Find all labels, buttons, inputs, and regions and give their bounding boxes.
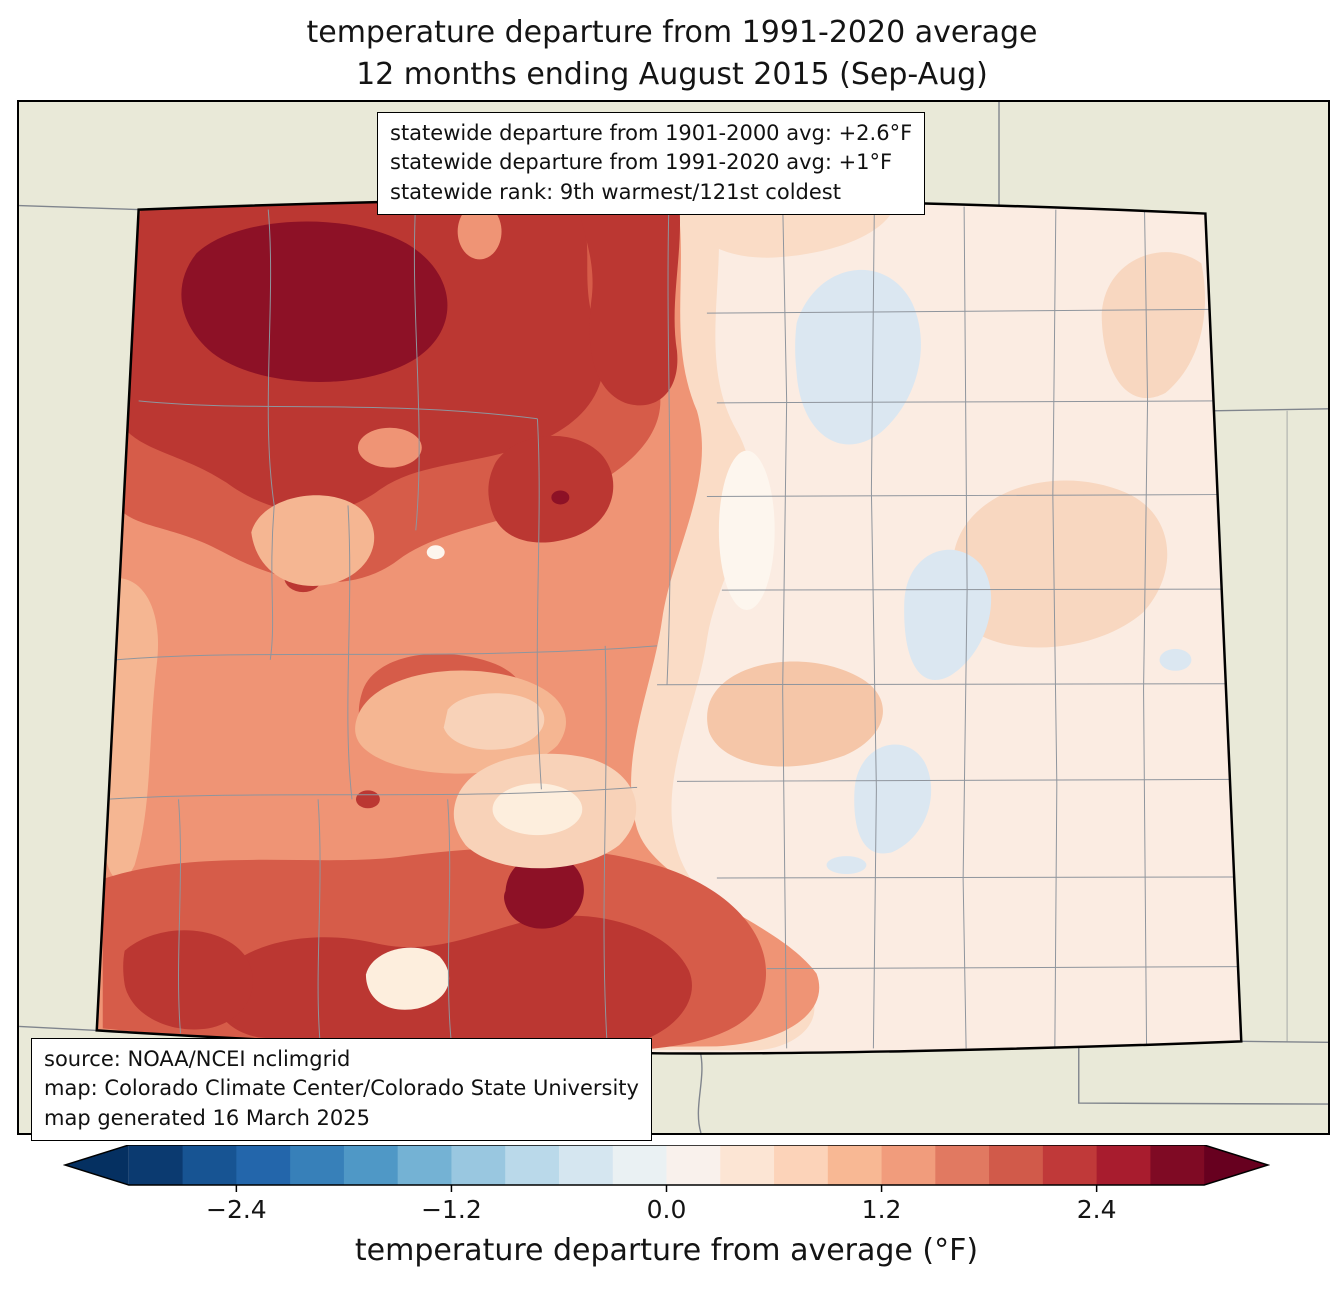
contour-salmon-patch-top bbox=[457, 203, 502, 260]
county-line bbox=[138, 400, 538, 420]
colorbar-left-arrow bbox=[64, 1145, 129, 1185]
colorbar-area: −2.4 −1.2 0.0 1.2 2.4 temperature depart… bbox=[63, 1145, 1270, 1268]
county-line bbox=[269, 505, 275, 660]
contour-dark-red-spot-b bbox=[355, 790, 380, 809]
county-line bbox=[962, 206, 968, 1049]
county-line bbox=[870, 201, 877, 1049]
contour-blue-patch-a bbox=[795, 269, 921, 445]
county-line bbox=[666, 199, 671, 685]
contour-near-white-column bbox=[718, 450, 775, 611]
map-credit-line: map: Colorado Climate Center/Colorado St… bbox=[44, 1076, 639, 1101]
contour-dark-red-north-lobe bbox=[577, 198, 681, 406]
nebraska-kansas-border bbox=[1212, 408, 1328, 412]
title-line-2: 12 months ending August 2015 (Sep-Aug) bbox=[356, 57, 988, 92]
contour-peach-core-center bbox=[443, 693, 545, 750]
title-line-1: temperature departure from 1991-2020 ave… bbox=[306, 15, 1038, 50]
colorbar-right-arrow bbox=[1204, 1145, 1269, 1185]
tick-label-neg2p4: −2.4 bbox=[206, 1195, 267, 1224]
contour-east-peach-central bbox=[947, 480, 1168, 648]
colorbar-label: temperature departure from average (°F) bbox=[354, 1233, 979, 1268]
colorado-temperature-map bbox=[19, 102, 1328, 1133]
source-box: source: NOAA/NCEI nclimgrid map: Colorad… bbox=[31, 1038, 652, 1142]
contour-light-patch-a bbox=[251, 495, 375, 586]
contour-cream-blob bbox=[365, 947, 450, 1010]
county-line bbox=[716, 876, 1242, 879]
colorbar-ticks bbox=[235, 1185, 1098, 1192]
figure-title: temperature departure from 1991-2020 ave… bbox=[0, 12, 1344, 96]
stats-box: statewide departure from 1901-2000 avg: … bbox=[377, 112, 926, 216]
county-line bbox=[317, 799, 321, 1043]
county-line bbox=[782, 201, 788, 1049]
county-line bbox=[766, 966, 1242, 970]
source-line: source: NOAA/NCEI nclimgrid bbox=[44, 1047, 351, 1071]
contour-white-dot bbox=[426, 545, 445, 560]
stats-line-rank: statewide rank: 9th warmest/121st coldes… bbox=[390, 179, 841, 204]
tick-label-0: 0.0 bbox=[646, 1195, 687, 1224]
county-line bbox=[115, 645, 658, 661]
tick-label-neg1p2: −1.2 bbox=[421, 1195, 482, 1224]
contour-salmon-patch-north bbox=[357, 427, 422, 468]
county-line bbox=[536, 418, 542, 790]
county-line bbox=[267, 209, 275, 506]
contour-east-salmon-band bbox=[707, 661, 883, 767]
county-line bbox=[1143, 211, 1149, 1047]
contour-blue-patch-b bbox=[904, 549, 992, 681]
county-line bbox=[716, 400, 1242, 404]
county-line bbox=[413, 199, 420, 531]
map-axes: statewide departure from 1901-2000 avg: … bbox=[17, 100, 1330, 1142]
stats-line-1901: statewide departure from 1901-2000 avg: … bbox=[390, 121, 913, 145]
stats-line-1991: statewide departure from 1991-2020 avg: … bbox=[390, 150, 893, 175]
contour-maroon-northwest bbox=[181, 221, 448, 382]
contour-blue-patch-e bbox=[1159, 648, 1192, 671]
colorbar-segments bbox=[128, 1145, 1205, 1185]
contour-dark-red-south-core bbox=[213, 915, 692, 1049]
contour-maroon-speck bbox=[551, 490, 570, 505]
tick-label-1p2: 1.2 bbox=[861, 1195, 902, 1224]
county-line bbox=[706, 308, 1242, 314]
colorbar-tick-labels: −2.4 −1.2 0.0 1.2 2.4 bbox=[63, 1193, 1270, 1227]
county-line bbox=[657, 683, 1242, 686]
county-line bbox=[106, 786, 638, 800]
colorbar bbox=[63, 1145, 1270, 1192]
utah-wyoming-border bbox=[19, 204, 139, 211]
contour-blue-patch-c bbox=[854, 744, 932, 854]
county-line bbox=[1052, 209, 1058, 1049]
county-line bbox=[178, 799, 182, 1034]
oklahoma-texas-border bbox=[1078, 1044, 1328, 1105]
county-line bbox=[603, 645, 608, 1047]
kansas-oklahoma-border bbox=[1241, 1040, 1328, 1044]
county-line bbox=[347, 505, 353, 800]
contour-cream-core-south bbox=[492, 783, 583, 836]
colorbar-outline bbox=[63, 1145, 1270, 1186]
county-line bbox=[447, 799, 453, 1047]
county-lines bbox=[106, 199, 1242, 1049]
county-line bbox=[676, 778, 1242, 782]
county-line bbox=[721, 588, 1242, 591]
neighbor-state-lines bbox=[19, 102, 1328, 1133]
contour-dark-red-central bbox=[488, 435, 614, 543]
tick-label-2p4: 2.4 bbox=[1076, 1195, 1117, 1224]
utah-arizona-border bbox=[19, 1025, 97, 1032]
contour-blue-patch-f bbox=[826, 856, 867, 875]
contour-maroon-south bbox=[504, 854, 584, 929]
new-mexico-line bbox=[697, 1050, 703, 1133]
county-line bbox=[706, 493, 1242, 497]
generated-line: map generated 16 March 2025 bbox=[44, 1105, 371, 1130]
contour-dark-red-southwest bbox=[123, 930, 253, 1030]
contour-east-peach-northeast bbox=[1101, 252, 1206, 399]
